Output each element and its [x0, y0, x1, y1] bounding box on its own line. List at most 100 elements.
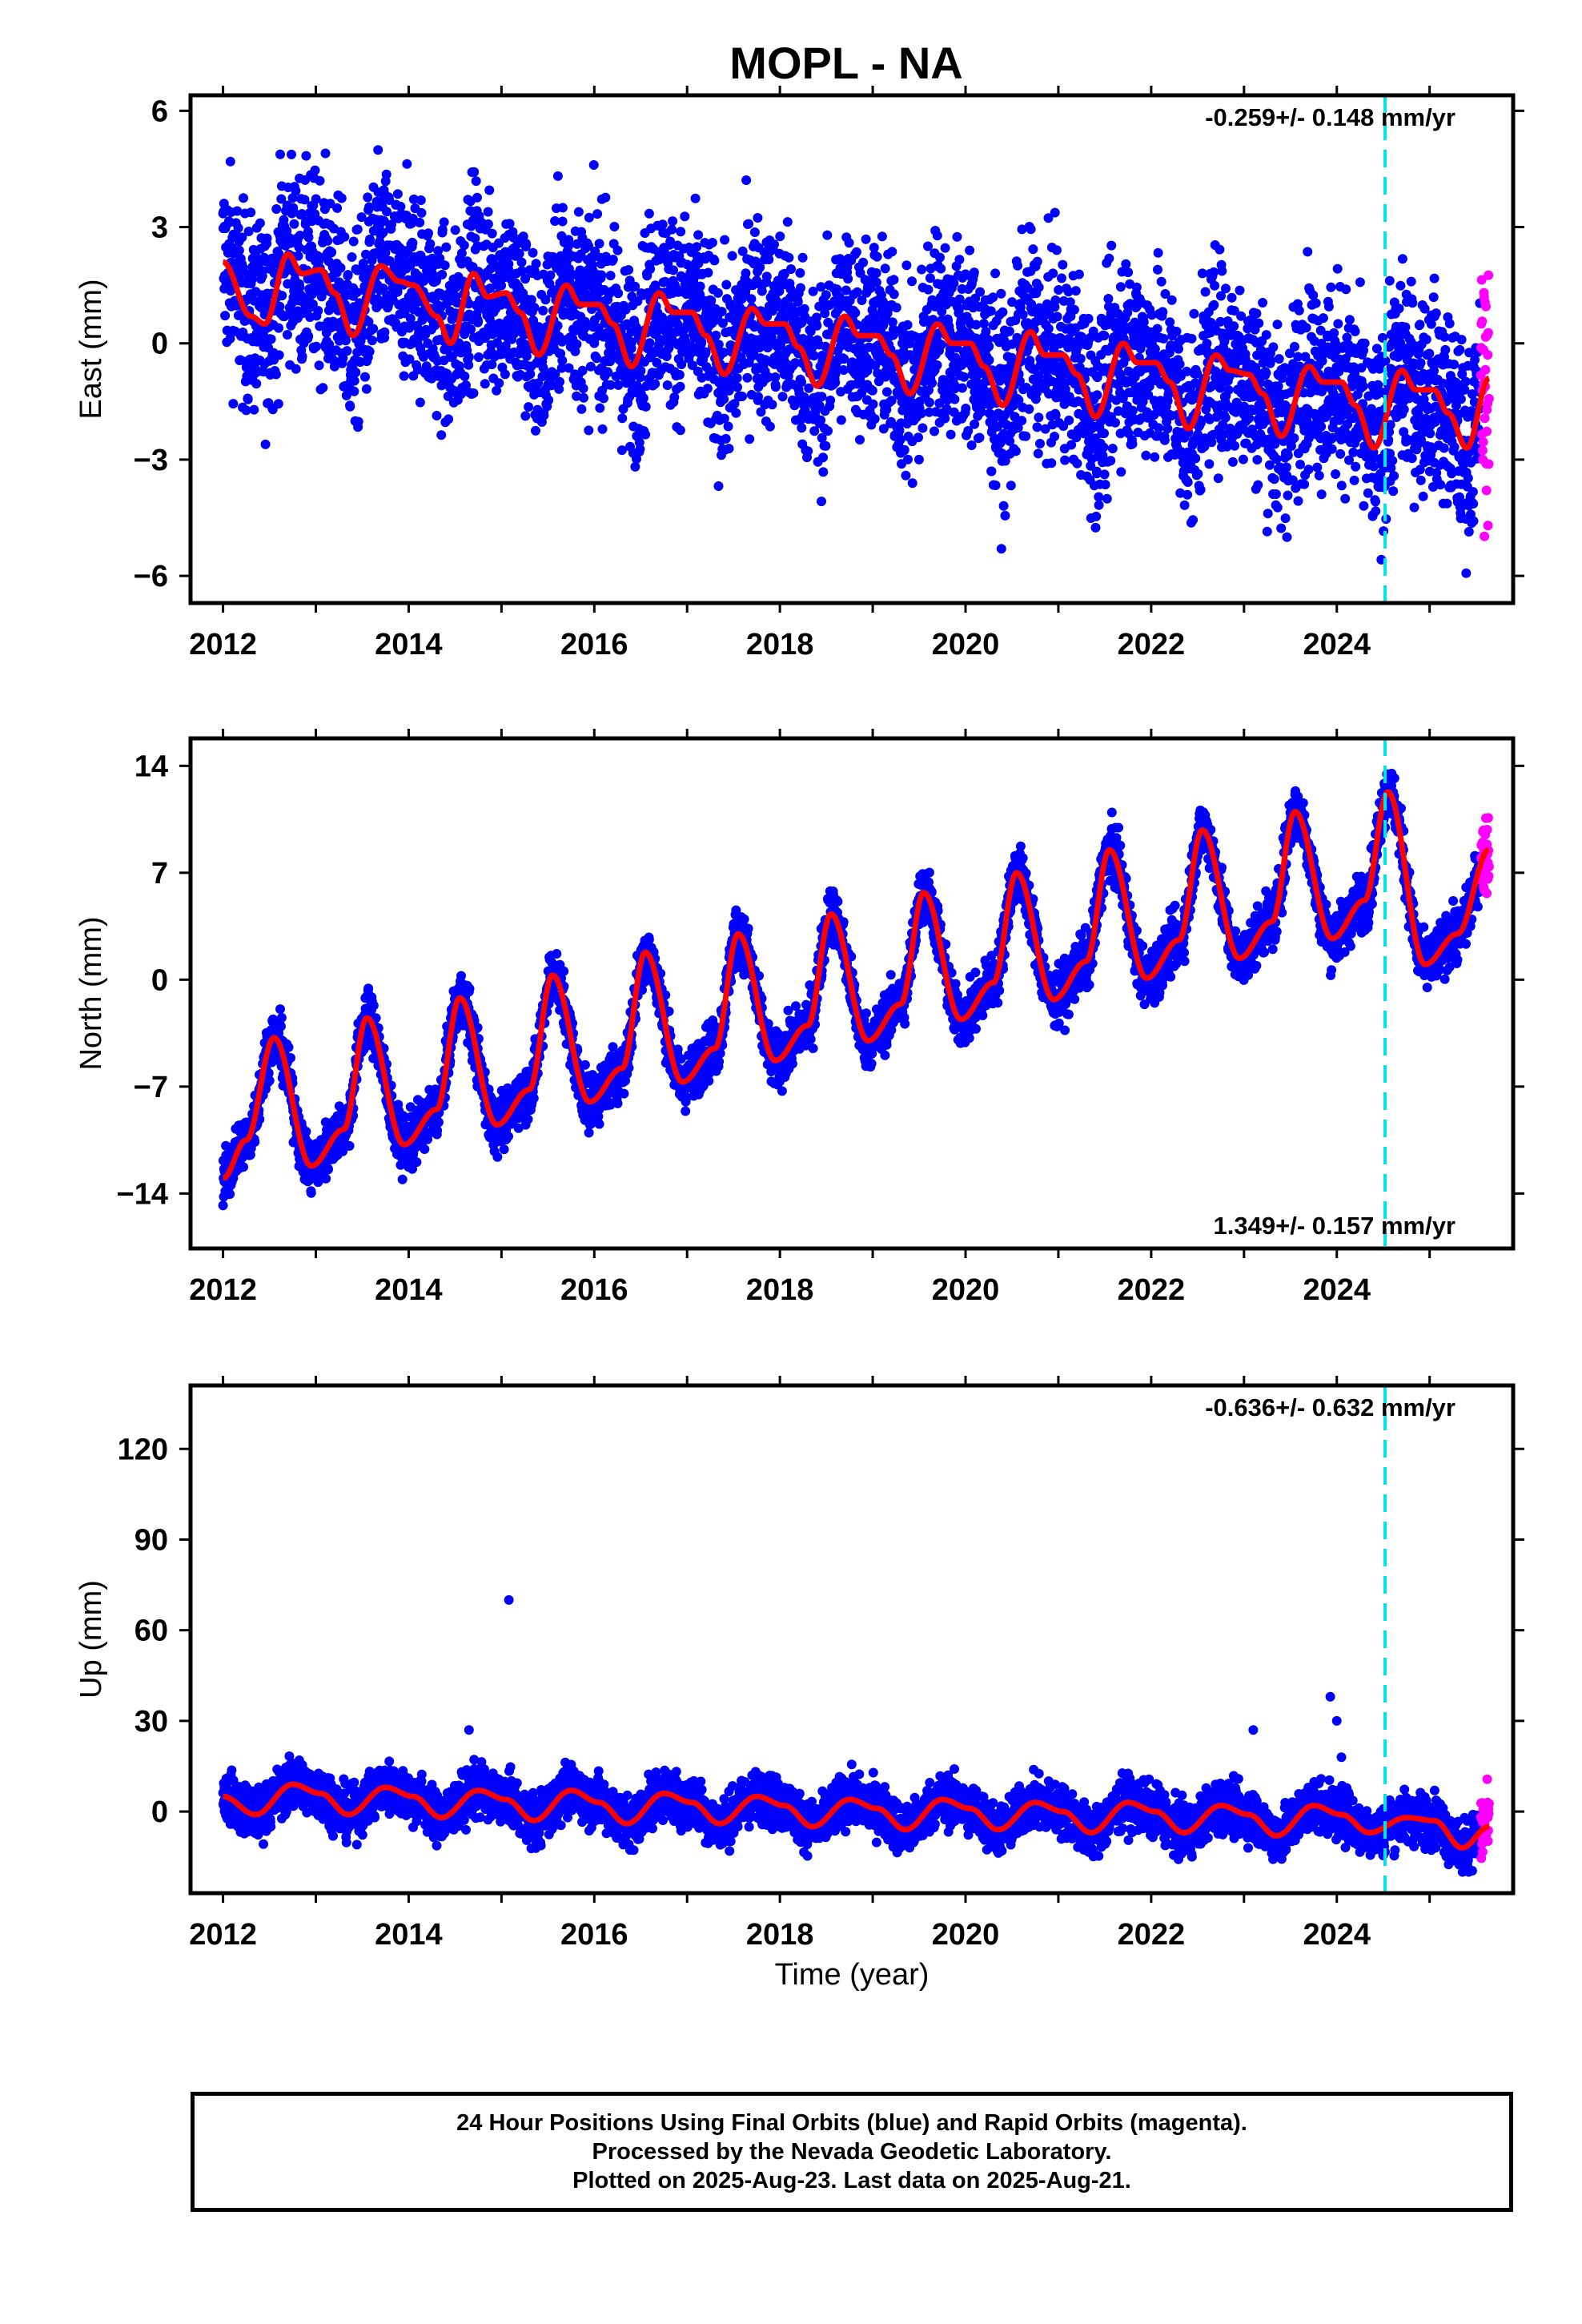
final-orbit-point — [1127, 439, 1138, 449]
final-orbit-point — [1021, 431, 1031, 441]
final-orbit-point — [1363, 488, 1373, 498]
final-orbit-point — [1159, 435, 1170, 445]
rapid-orbit-point — [1480, 413, 1490, 424]
final-orbit-point — [711, 330, 721, 340]
final-orbit-point — [529, 303, 540, 312]
final-orbit-point — [767, 400, 777, 410]
final-orbit-point — [1238, 454, 1248, 464]
final-orbit-point — [557, 356, 568, 366]
final-orbit-point — [342, 346, 352, 356]
final-orbit-point — [880, 263, 890, 274]
final-orbit-point — [1340, 493, 1351, 504]
final-orbit-point — [441, 242, 452, 252]
final-orbit-point — [1468, 487, 1478, 497]
final-orbit-point — [667, 224, 677, 235]
final-orbit-point — [1102, 493, 1112, 504]
final-orbit-point — [635, 444, 645, 454]
final-orbit-point — [706, 296, 717, 306]
final-orbit-point — [913, 432, 923, 443]
final-orbit-point — [1327, 444, 1337, 454]
final-orbit-point — [303, 331, 314, 341]
final-orbit-point — [356, 212, 367, 223]
final-orbit-point — [1179, 500, 1190, 510]
final-orbit-point — [1301, 323, 1311, 333]
final-orbit-point — [297, 209, 307, 219]
final-orbit-point — [332, 203, 343, 213]
final-orbit-point — [636, 366, 646, 376]
final-orbit-point — [1371, 497, 1380, 507]
final-orbit-point — [1166, 295, 1177, 305]
final-orbit-point — [1116, 467, 1126, 477]
final-orbit-point — [1018, 309, 1028, 320]
final-orbit-point — [564, 235, 574, 245]
final-orbit-point — [381, 169, 391, 179]
final-orbit-point — [1384, 275, 1395, 286]
final-orbit-point — [640, 401, 651, 412]
final-orbit-point — [924, 397, 934, 408]
final-orbit-point — [505, 308, 516, 318]
final-orbit-point — [1316, 489, 1327, 500]
final-orbit-point — [1127, 405, 1138, 416]
final-orbit-point — [1463, 473, 1473, 484]
final-orbit-point — [782, 217, 793, 227]
final-orbit-point — [1100, 480, 1110, 490]
final-orbit-point — [1311, 298, 1321, 308]
final-orbit-point — [978, 319, 989, 329]
final-orbit-point — [382, 207, 391, 217]
final-orbit-point — [1323, 301, 1334, 312]
final-orbit-point — [984, 341, 994, 352]
final-orbit-point — [624, 265, 634, 275]
final-orbit-point — [753, 392, 763, 402]
final-orbit-point — [1299, 479, 1310, 489]
final-orbit-point — [460, 371, 470, 381]
final-orbit-point — [777, 392, 788, 402]
final-orbit-point — [1115, 282, 1126, 292]
final-orbit-point — [1294, 305, 1304, 316]
final-orbit-point — [311, 194, 321, 204]
final-orbit-point — [413, 364, 423, 375]
final-orbit-point — [650, 379, 661, 389]
final-orbit-point — [1070, 286, 1081, 296]
final-orbit-point — [605, 271, 616, 281]
final-orbit-point — [877, 231, 887, 242]
final-orbit-point — [1280, 513, 1291, 524]
final-orbit-point — [1442, 498, 1452, 509]
final-orbit-point — [360, 372, 370, 382]
final-orbit-point — [1227, 456, 1238, 467]
final-orbit-point — [275, 301, 285, 312]
rapid-orbit-point — [1484, 459, 1494, 469]
final-orbit-point — [765, 421, 775, 432]
final-orbit-point — [775, 231, 785, 242]
final-orbit-point — [871, 268, 881, 278]
final-orbit-point — [472, 192, 482, 203]
final-orbit-point — [889, 289, 899, 300]
final-orbit-point — [456, 248, 467, 259]
final-orbit-point — [975, 287, 986, 297]
final-orbit-point — [262, 233, 272, 243]
final-orbit-point — [746, 294, 757, 304]
final-orbit-point — [935, 252, 945, 263]
final-orbit-point — [588, 160, 599, 170]
final-orbit-point — [1131, 282, 1142, 292]
final-orbit-point — [617, 413, 628, 424]
final-orbit-point — [1069, 304, 1079, 315]
final-orbit-point — [339, 231, 350, 242]
final-orbit-point — [1235, 285, 1245, 296]
final-orbit-point — [1010, 446, 1021, 456]
final-orbit-point — [351, 287, 362, 298]
final-orbit-point — [599, 393, 608, 404]
final-orbit-point — [1006, 480, 1016, 491]
final-orbit-point — [444, 414, 454, 424]
rapid-orbit-point — [1477, 316, 1488, 327]
final-orbit-point — [492, 385, 502, 396]
final-orbit-point — [690, 193, 701, 203]
final-orbit-point — [1094, 500, 1104, 510]
final-orbit-point — [276, 194, 287, 204]
final-orbit-point — [1371, 506, 1381, 517]
final-orbit-point — [852, 287, 862, 297]
final-orbit-point — [1335, 448, 1346, 459]
final-orbit-point — [1221, 283, 1231, 294]
final-orbit-point — [335, 263, 346, 273]
final-orbit-point — [1220, 412, 1231, 423]
final-orbit-point — [668, 216, 678, 227]
